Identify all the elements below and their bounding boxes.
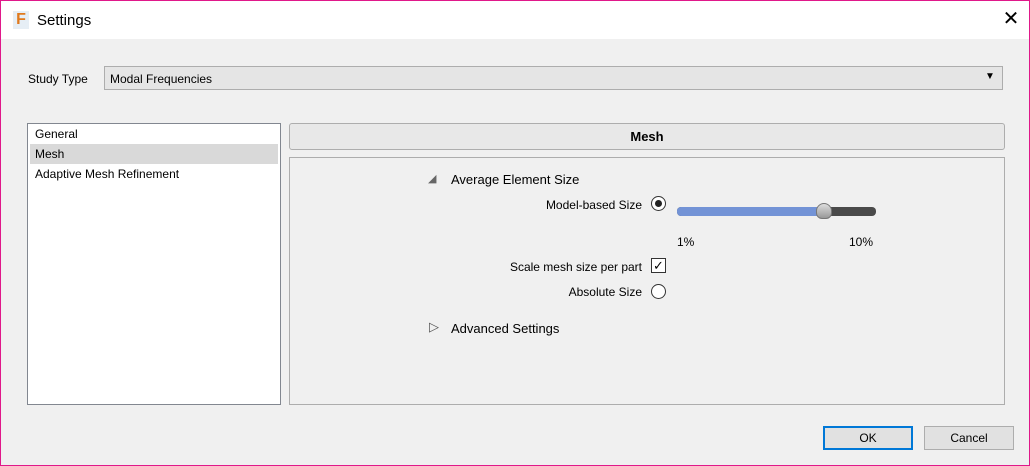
ok-button[interactable]: OK [823,426,913,450]
nav-item-mesh[interactable]: Mesh [30,144,278,164]
section-header: Mesh [289,123,1005,150]
study-type-label: Study Type [28,72,88,86]
study-type-value: Modal Frequencies [110,72,213,86]
cancel-button[interactable]: Cancel [924,426,1014,450]
slider-thumb[interactable] [816,203,833,219]
settings-category-list: General Mesh Adaptive Mesh Refinement [27,123,281,405]
nav-item-general[interactable]: General [35,127,78,141]
slider-min-label: 1% [677,235,695,249]
study-type-dropdown[interactable]: Modal Frequencies ▼ [104,66,1003,90]
average-element-size-toggle[interactable]: Average Element Size [451,172,580,187]
size-slider-track[interactable] [677,207,876,216]
model-based-size-label: Model-based Size [545,198,642,212]
slider-fill [677,207,825,216]
dropdown-arrow-icon: ▼ [985,71,995,82]
scale-per-part-label: Scale mesh size per part [509,260,642,274]
advanced-settings-toggle[interactable]: Advanced Settings [451,321,560,336]
absolute-size-radio[interactable] [651,284,666,299]
mesh-panel [289,157,1005,405]
scale-per-part-checkbox[interactable]: ✓ [651,258,666,273]
collapse-triangle-icon[interactable]: ◢ [428,173,437,185]
expand-triangle-icon[interactable]: ▷ [429,319,439,334]
slider-max-label: 10% [849,235,874,249]
model-based-size-radio[interactable] [651,196,666,211]
app-logo-icon: F [13,11,29,29]
nav-item-adaptive-mesh-refinement[interactable]: Adaptive Mesh Refinement [35,167,180,181]
absolute-size-label: Absolute Size [568,285,642,299]
title-bar: F Settings ✕ [1,1,1029,39]
window-title: Settings [37,12,92,29]
close-button[interactable]: ✕ [1002,8,1020,30]
